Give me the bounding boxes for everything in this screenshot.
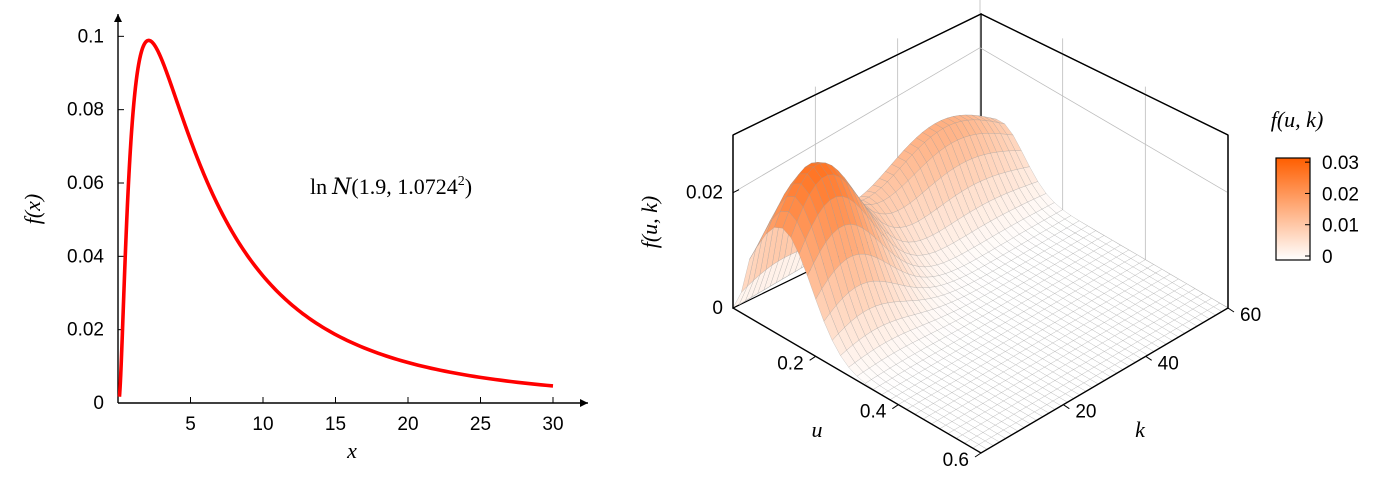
z-tick-mark (732, 304, 740, 309)
lognormal-chart: 5 10 15 20 25 30 00.020.040.060.080.1 x f(x) … (20, 14, 588, 463)
u-tick-mark (809, 355, 816, 361)
z-tick-label: 0.02 (686, 183, 723, 204)
x-tick-label: 10 (252, 414, 273, 435)
lognormal-pdf-line (117, 38, 554, 399)
k-tick-mark (1063, 404, 1070, 410)
x-tick-label: 30 (542, 414, 563, 435)
annotation-close: ) (465, 174, 472, 199)
y-tick-label: 0.02 (67, 320, 104, 341)
k-tick-label: 20 (1075, 402, 1096, 423)
u-tick-mark (892, 404, 899, 410)
y-tick-label: 0.1 (78, 26, 104, 47)
x-axis-label: x (346, 438, 357, 463)
box-top-edge-left (732, 13, 982, 136)
y-tick-label: 0.04 (67, 246, 104, 267)
k-axis-label: k (1135, 417, 1146, 442)
y-axis-arrow (114, 14, 122, 22)
k-tick-label: 60 (1240, 305, 1261, 326)
colorbar-tick-label: 0.01 (1322, 216, 1359, 237)
x-tick-label: 5 (185, 414, 196, 435)
colorbar (1275, 157, 1311, 261)
z-tick-mark (732, 189, 740, 194)
annotation-args: (1.9, 1.0724 (351, 174, 457, 199)
u-tick-label: 0.6 (943, 450, 969, 471)
u-tick-mark (974, 452, 982, 458)
surface-chart: 0.2 0.4 0.6 20 40 60 0 0.02 u k f(u, k) f(u, k)… (637, 0, 1359, 471)
y-tick-label: 0.08 (67, 100, 104, 121)
y-tick-label: 0 (93, 393, 104, 414)
annotation-prefix: ln (310, 174, 327, 199)
colorbar-label: f(u, k) (1271, 107, 1324, 132)
distribution-annotation: ln N(1.9, 1.07242) (310, 174, 472, 200)
x-tick-label: 25 (470, 414, 491, 435)
x-tick-label: 15 (325, 414, 346, 435)
y-tick-label: 0.06 (67, 173, 104, 194)
z-axis-label: f(u, k) (637, 196, 662, 249)
colorbar-tick-label: 0.03 (1322, 153, 1359, 174)
z-tick-label: 0 (712, 298, 723, 319)
k-tick-mark (1145, 355, 1152, 361)
x-tick-label: 20 (397, 414, 418, 435)
colorbar-tick-label: 0 (1322, 247, 1333, 268)
surface-mesh (732, 114, 1229, 454)
y-axis-label: f(x) (20, 194, 45, 225)
u-tick-label: 0.2 (777, 353, 803, 374)
colorbar-tick-label: 0.02 (1322, 184, 1359, 205)
box-top-edge-right (980, 13, 1229, 136)
x-axis-arrow (580, 399, 588, 407)
annotation-exponent: 2 (458, 174, 465, 189)
k-tick-mark (1227, 307, 1235, 313)
k-tick-label: 40 (1158, 353, 1179, 374)
u-axis-label: u (812, 417, 823, 442)
annotation-script: N (331, 175, 352, 200)
u-tick-label: 0.4 (860, 402, 887, 423)
